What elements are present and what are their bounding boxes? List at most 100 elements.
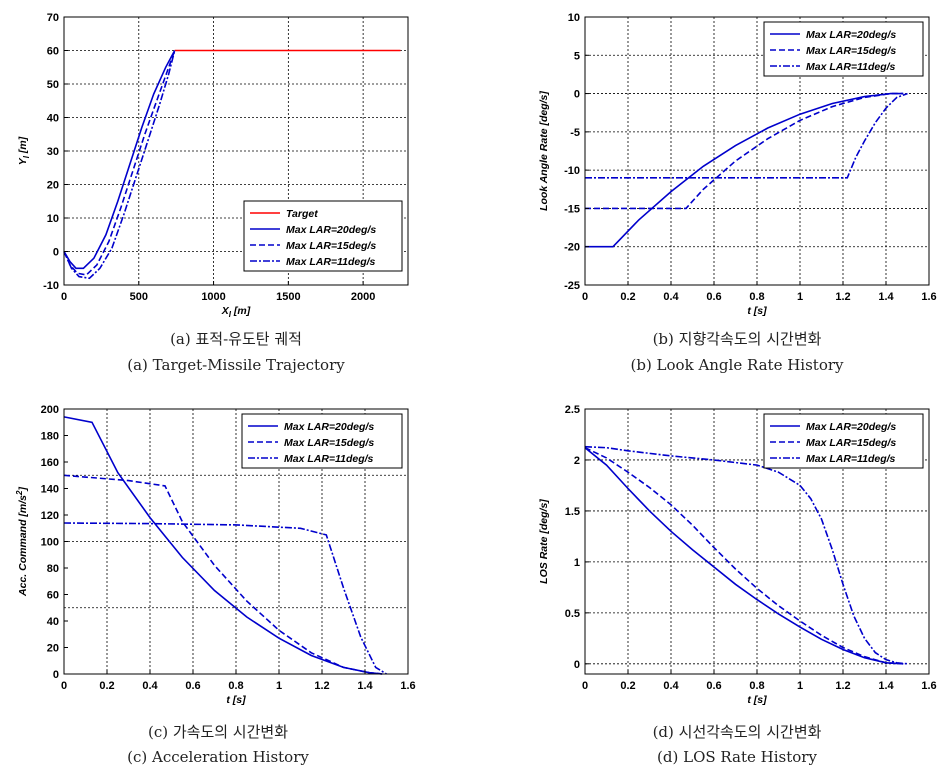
caption-korean: (d) 시선각속도의 시간변화 bbox=[653, 723, 822, 741]
series-group bbox=[585, 92, 908, 248]
y-axis-label-main: Y bbox=[17, 157, 29, 165]
caption-korean: (c) 가속도의 시간변화 bbox=[148, 723, 288, 741]
legend-label-1: Target bbox=[286, 208, 318, 220]
legend: Max LAR=20deg/s Max LAR=15deg/s Max LAR=11… bbox=[763, 413, 924, 469]
tick-labels: 0 0.2 0.4 0.6 0.8 1 1.2 1.4 1.6 0 20 40 60 80 100 120 14… bbox=[41, 404, 416, 692]
y-tick-label: -20 bbox=[564, 242, 580, 254]
x-tick-label: 0.6 bbox=[185, 680, 200, 692]
y-tick-label: 160 bbox=[41, 457, 59, 469]
y-tick-label: 30 bbox=[47, 146, 59, 158]
legend-box bbox=[763, 21, 924, 77]
series-line-3 bbox=[584, 445, 908, 665]
y-tick-label: 10 bbox=[568, 12, 580, 24]
x-axis-label-main: X bbox=[221, 305, 230, 317]
y-tick-label: 200 bbox=[41, 404, 59, 416]
y-axis-label: YI [m] bbox=[17, 136, 31, 165]
x-tick-label: 1 bbox=[797, 680, 803, 692]
x-tick-label: 1.6 bbox=[400, 680, 415, 692]
x-tick-label: 1.6 bbox=[921, 680, 936, 692]
y-axis-label-main: Acc. Command [m/s bbox=[17, 495, 29, 597]
y-tick-label: 0 bbox=[53, 247, 59, 259]
x-axis-label-main: t bbox=[747, 694, 751, 706]
y-axis-label-main: LOS Rate [deg/s] bbox=[538, 499, 550, 584]
x-tick-label: 1 bbox=[276, 680, 282, 692]
y-tick-label: -10 bbox=[564, 165, 580, 177]
legend: Max LAR=20deg/s Max LAR=15deg/s Max LAR=11… bbox=[241, 413, 403, 469]
legend-label-2: Max LAR=15deg/s bbox=[284, 437, 374, 449]
y-tick-label: 2 bbox=[574, 455, 580, 467]
x-tick-label: 1.4 bbox=[878, 291, 894, 303]
y-tick-label: 100 bbox=[41, 537, 59, 549]
x-axis-label: t [s] bbox=[747, 305, 767, 317]
y-tick-label: 0 bbox=[574, 659, 580, 671]
series-line-3 bbox=[63, 522, 387, 675]
series-group bbox=[63, 49, 401, 280]
x-axis-label-unit: [s] bbox=[230, 694, 246, 706]
x-axis-label-unit: [m] bbox=[231, 305, 251, 317]
x-tick-label: 0.2 bbox=[620, 680, 635, 692]
caption-english: (a) Target-Missile Trajectory bbox=[127, 356, 345, 374]
x-tick-label: 1 bbox=[797, 291, 803, 303]
legend-label-1: Max LAR=20deg/s bbox=[806, 29, 896, 41]
x-tick-label: 0.6 bbox=[706, 291, 721, 303]
x-tick-label: 0.2 bbox=[620, 291, 635, 303]
y-axis-label-main: Look Angle Rate [deg/s] bbox=[538, 91, 550, 211]
caption-english: (c) Acceleration History bbox=[127, 748, 309, 766]
series-line-1 bbox=[584, 447, 904, 665]
legend-label-3: Max LAR=11deg/s bbox=[284, 453, 374, 465]
series-group bbox=[63, 416, 387, 675]
tick-labels: 0 0.2 0.4 0.6 0.8 1 1.2 1.4 1.6 -25 -20 -15 -10 -5 0 5 1… bbox=[564, 12, 937, 303]
x-tick-label: 500 bbox=[130, 291, 148, 303]
y-tick-label: 0.5 bbox=[565, 608, 580, 620]
series-line-2 bbox=[585, 92, 904, 210]
y-axis-label: Look Angle Rate [deg/s] bbox=[538, 91, 550, 211]
x-tick-label: 0.8 bbox=[749, 680, 764, 692]
y-tick-label: 120 bbox=[41, 510, 59, 522]
y-tick-label: 50 bbox=[47, 79, 59, 91]
series-line-3 bbox=[585, 92, 908, 179]
y-tick-label: 60 bbox=[47, 590, 59, 602]
series-line-4 bbox=[63, 50, 176, 280]
x-axis-label-main: t bbox=[747, 305, 751, 317]
legend-box bbox=[241, 413, 403, 469]
y-tick-label: -5 bbox=[570, 127, 580, 139]
chart-d: 0 0.2 0.4 0.6 0.8 1 1.2 1.4 1.6 0 0.5 1 1.5 2 2.5 t [s]… bbox=[538, 404, 937, 766]
y-tick-label: -25 bbox=[564, 280, 580, 292]
legend: Max LAR=20deg/s Max LAR=15deg/s Max LAR=11… bbox=[763, 21, 924, 77]
y-axis-label: Acc. Command [m/s2] bbox=[15, 487, 29, 597]
y-tick-label: 2.5 bbox=[565, 404, 580, 416]
series-group bbox=[584, 445, 908, 665]
y-tick-label: 60 bbox=[47, 46, 59, 58]
legend-label-2: Max LAR=20deg/s bbox=[286, 224, 376, 236]
x-tick-label: 0.8 bbox=[228, 680, 243, 692]
y-tick-label: 10 bbox=[47, 213, 59, 225]
x-tick-label: 0 bbox=[61, 680, 67, 692]
legend-label-2: Max LAR=15deg/s bbox=[806, 437, 896, 449]
y-axis-label: LOS Rate [deg/s] bbox=[538, 499, 550, 584]
y-tick-label: 1 bbox=[574, 557, 580, 569]
x-tick-label: 0 bbox=[582, 680, 588, 692]
x-axis-label: t [s] bbox=[226, 694, 246, 706]
x-tick-label: 1.2 bbox=[835, 680, 850, 692]
x-tick-label: 1.2 bbox=[314, 680, 329, 692]
x-axis-label: XI [m] bbox=[221, 305, 251, 319]
legend-label-3: Max LAR=15deg/s bbox=[286, 240, 376, 252]
tick-labels: 0 0.2 0.4 0.6 0.8 1 1.2 1.4 1.6 0 0.5 1 1.5 2 2.5 bbox=[565, 404, 937, 692]
series-line-1 bbox=[63, 416, 383, 675]
caption-korean: (a) 표적-유도탄 궤적 bbox=[170, 330, 302, 348]
caption-english: (b) Look Angle Rate History bbox=[630, 356, 844, 374]
legend-label-4: Max LAR=11deg/s bbox=[286, 256, 376, 268]
legend-label-1: Max LAR=20deg/s bbox=[284, 421, 374, 433]
y-tick-label: 70 bbox=[47, 12, 59, 24]
legend-label-3: Max LAR=11deg/s bbox=[806, 61, 896, 73]
legend-label-1: Max LAR=20deg/s bbox=[806, 421, 896, 433]
series-line-3 bbox=[63, 50, 176, 276]
y-axis-label-end: ] bbox=[17, 487, 29, 492]
y-tick-label: 5 bbox=[574, 50, 580, 62]
y-axis-label-sub: I bbox=[22, 155, 31, 158]
x-tick-label: 0.4 bbox=[142, 680, 158, 692]
legend: Target Max LAR=20deg/s Max LAR=15deg/s Max … bbox=[243, 200, 403, 272]
x-axis-label-main: t bbox=[226, 694, 230, 706]
